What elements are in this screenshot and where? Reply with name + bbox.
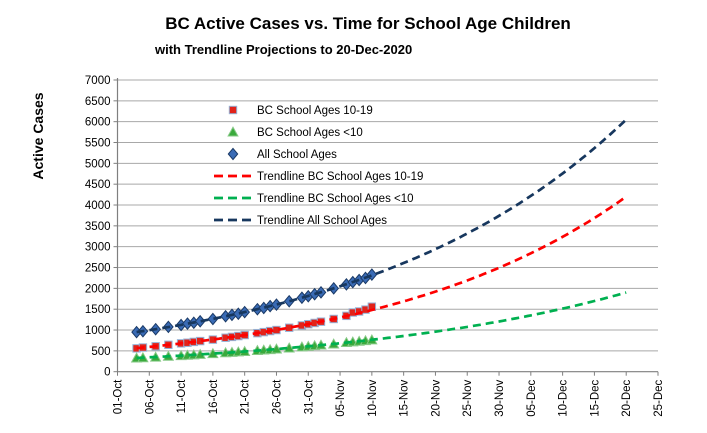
chart-subtitle: with Trendline Projections to 20-Dec-202… (155, 42, 413, 57)
x-tick-label: 10-Dec (558, 379, 570, 416)
x-tick-label: 11-Oct (176, 379, 188, 413)
y-axis-tick-labels: 0 500 1000 1500 2000 2500 3000 3500 4000 4500 5000… (85, 75, 111, 379)
x-tick-label: 10-Nov (367, 379, 379, 416)
legend: BC School Ages 10-19 BC School Ages <10 Al… (214, 105, 423, 227)
y-tick-label: 1000 (85, 325, 111, 337)
x-tick-label: 26-Oct (271, 379, 283, 414)
legend-label: BC School Ages 10-19 (257, 105, 373, 117)
y-tick-label: 7000 (85, 75, 111, 87)
x-axis-tick-labels: 01-Oct 06-Oct 11-Oct 16-Oct 21-Oct 26-Oct 31-O… (113, 379, 666, 417)
y-tick-label: 3000 (85, 242, 111, 254)
trendline-trendline-bc-school-ages-10-19 (136, 195, 627, 350)
legend-item-bc-school-ages-10-19: BC School Ages 10-19 (228, 105, 373, 117)
x-tick-label: 15-Dec (589, 379, 601, 416)
y-tick-label: 4500 (85, 179, 111, 191)
legend-label: BC School Ages <10 (257, 127, 363, 139)
legend-triangle-icon (227, 126, 239, 137)
y-tick-label: 4000 (85, 200, 111, 212)
x-tick-label: 05-Dec (526, 379, 538, 416)
x-tick-label: 06-Oct (144, 379, 156, 414)
y-tick-label: 5500 (85, 138, 111, 150)
x-tick-label: 31-Oct (303, 379, 315, 414)
x-tick-label: 16-Oct (208, 379, 220, 414)
x-tick-label: 21-Oct (240, 379, 252, 414)
y-tick-label: 3500 (85, 221, 111, 233)
legend-item-all-school-ages: All School Ages (227, 147, 337, 161)
chart-title: BC Active Cases vs. Time for School Age … (165, 14, 571, 33)
x-tick-label: 30-Nov (494, 379, 506, 416)
y-tick-label: 500 (91, 346, 110, 358)
y-tick-label: 2500 (85, 263, 111, 275)
y-tick-label: 2000 (85, 283, 111, 295)
legend-label: Trendline BC School Ages 10-19 (257, 171, 423, 183)
legend-label: Trendline BC School Ages <10 (257, 193, 414, 205)
legend-item-trendline-all-school-ages: Trendline All School Ages (214, 215, 387, 227)
legend-label: All School Ages (257, 149, 337, 161)
x-tick-label: 01-Oct (113, 379, 125, 414)
legend-item-trendline-bc-school-ages-10: Trendline BC School Ages <10 (214, 193, 414, 205)
y-tick-label: 5000 (85, 158, 111, 170)
trendline-trendline-all-school-ages (136, 118, 628, 334)
trendline-trendline-bc-school-ages-10 (136, 291, 627, 360)
legend-item-bc-school-ages-10: BC School Ages <10 (227, 126, 363, 139)
legend-item-trendline-bc-school-ages-10-19: Trendline BC School Ages 10-19 (214, 171, 423, 183)
gridlines (117, 79, 658, 352)
y-tick-label: 6000 (85, 117, 111, 129)
x-tick-label: 25-Nov (462, 379, 474, 416)
x-tick-label: 20-Nov (430, 379, 442, 416)
x-tick-label: 05-Nov (335, 379, 347, 416)
y-tick-label: 0 (104, 367, 110, 379)
x-tick-label: 15-Nov (399, 379, 411, 416)
y-tick-label: 6500 (85, 96, 111, 108)
axes (113, 78, 659, 376)
x-tick-label: 20-Dec (621, 379, 633, 416)
legend-label: Trendline All School Ages (257, 215, 387, 227)
legend-square-icon (228, 105, 238, 115)
x-tick-label: 25-Dec (653, 379, 665, 416)
legend-diamond-icon (227, 147, 239, 161)
y-tick-label: 1500 (85, 304, 111, 316)
